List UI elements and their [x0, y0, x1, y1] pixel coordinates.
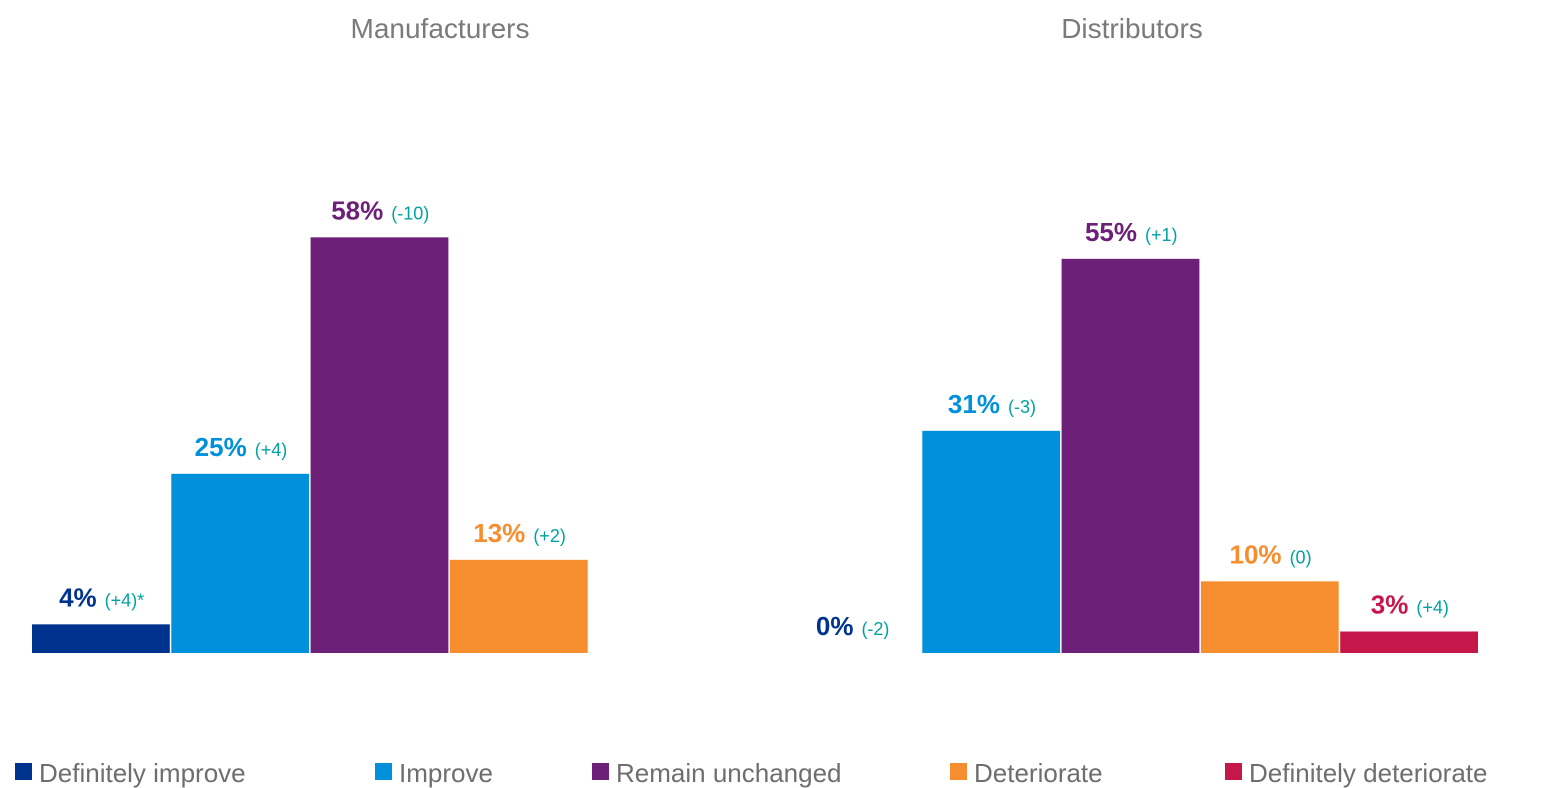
bar — [1340, 631, 1478, 653]
bar — [449, 559, 588, 653]
value-label-number: 13% — [473, 518, 525, 548]
value-label-number: 4% — [59, 582, 97, 612]
change-label: (+4) — [255, 440, 288, 460]
value-label-number: 31% — [948, 389, 1000, 419]
bar — [310, 237, 449, 654]
change-label: (+4)* — [105, 590, 145, 610]
legend-swatch — [15, 763, 32, 780]
bar — [32, 624, 170, 653]
value-label: 25% (+4) — [195, 432, 288, 462]
chart-title: Distributors — [1061, 13, 1203, 44]
legend-label: Remain unchanged — [616, 758, 842, 788]
change-label: (-3) — [1008, 397, 1036, 417]
legend-swatch — [1225, 763, 1242, 780]
value-label-number: 58% — [331, 195, 383, 225]
value-label-number: 10% — [1230, 539, 1282, 569]
legend-swatch — [592, 763, 609, 780]
legend-label: Deteriorate — [974, 758, 1103, 788]
legend-swatch — [950, 763, 967, 780]
value-label: 55% (+1) — [1085, 217, 1178, 247]
value-label-number: 25% — [195, 432, 247, 462]
value-label: 31% (-3) — [948, 389, 1036, 419]
change-label: (+2) — [533, 526, 566, 546]
value-label: 3% (+4) — [1371, 590, 1449, 620]
value-label: 10% (0) — [1230, 539, 1312, 569]
legend-label: Definitely improve — [39, 758, 246, 788]
value-label: 4% (+4)* — [59, 582, 144, 612]
bar — [1061, 258, 1200, 653]
value-label: 58% (-10) — [331, 195, 429, 225]
change-label: (+4) — [1416, 598, 1449, 618]
value-label-number: 0% — [816, 611, 854, 641]
chart-title: Manufacturers — [351, 13, 530, 44]
legend-label: Improve — [399, 758, 493, 788]
bar — [171, 473, 310, 653]
value-label-number: 55% — [1085, 217, 1137, 247]
value-label: 13% (+2) — [473, 518, 566, 548]
change-label: (0) — [1290, 547, 1312, 567]
value-label: 0% (-2) — [816, 611, 890, 641]
legend-label: Definitely deteriorate — [1249, 758, 1487, 788]
legend-swatch — [375, 763, 392, 780]
bar — [922, 430, 1061, 653]
change-label: (+1) — [1145, 225, 1178, 245]
value-label-number: 3% — [1371, 590, 1409, 620]
bar — [1200, 581, 1339, 653]
change-label: (-10) — [391, 203, 429, 223]
change-label: (-2) — [861, 619, 889, 639]
